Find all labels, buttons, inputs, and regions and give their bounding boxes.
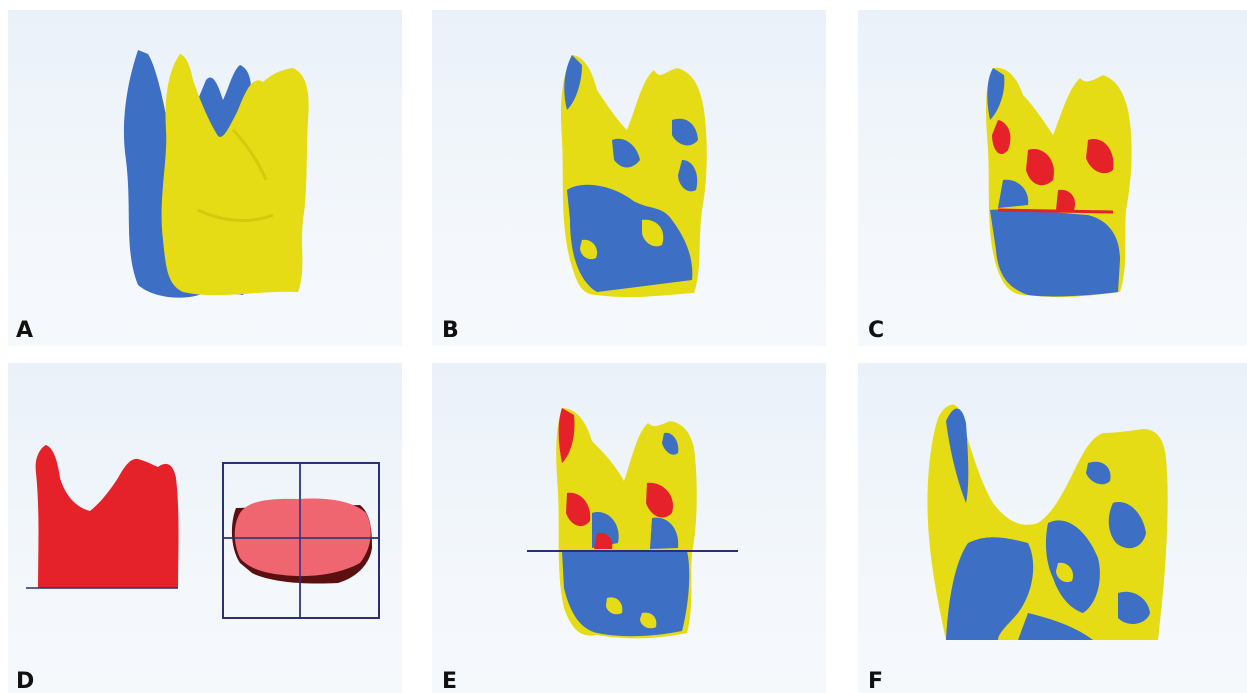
tooth-model-c: [985, 67, 1132, 298]
panel-label: C: [868, 318, 885, 343]
panel-f: F: [858, 363, 1247, 693]
panel-a: A: [8, 10, 402, 346]
panel-b: B: [432, 10, 826, 346]
panel-e: E: [432, 363, 826, 693]
panel-label: E: [442, 669, 458, 693]
tooth-section-d: [26, 445, 380, 619]
panel-c: C: [858, 10, 1247, 346]
tooth-model-e: [527, 408, 738, 639]
tooth-model-a: [123, 50, 309, 298]
tooth-model-f-zoom: [927, 404, 1168, 640]
panel-label: A: [16, 318, 34, 343]
tooth-model-b: [561, 55, 707, 298]
panel-label: D: [16, 669, 35, 693]
panel-label: F: [868, 669, 884, 693]
panel-label: B: [442, 318, 459, 343]
panel-d: D: [8, 363, 402, 693]
